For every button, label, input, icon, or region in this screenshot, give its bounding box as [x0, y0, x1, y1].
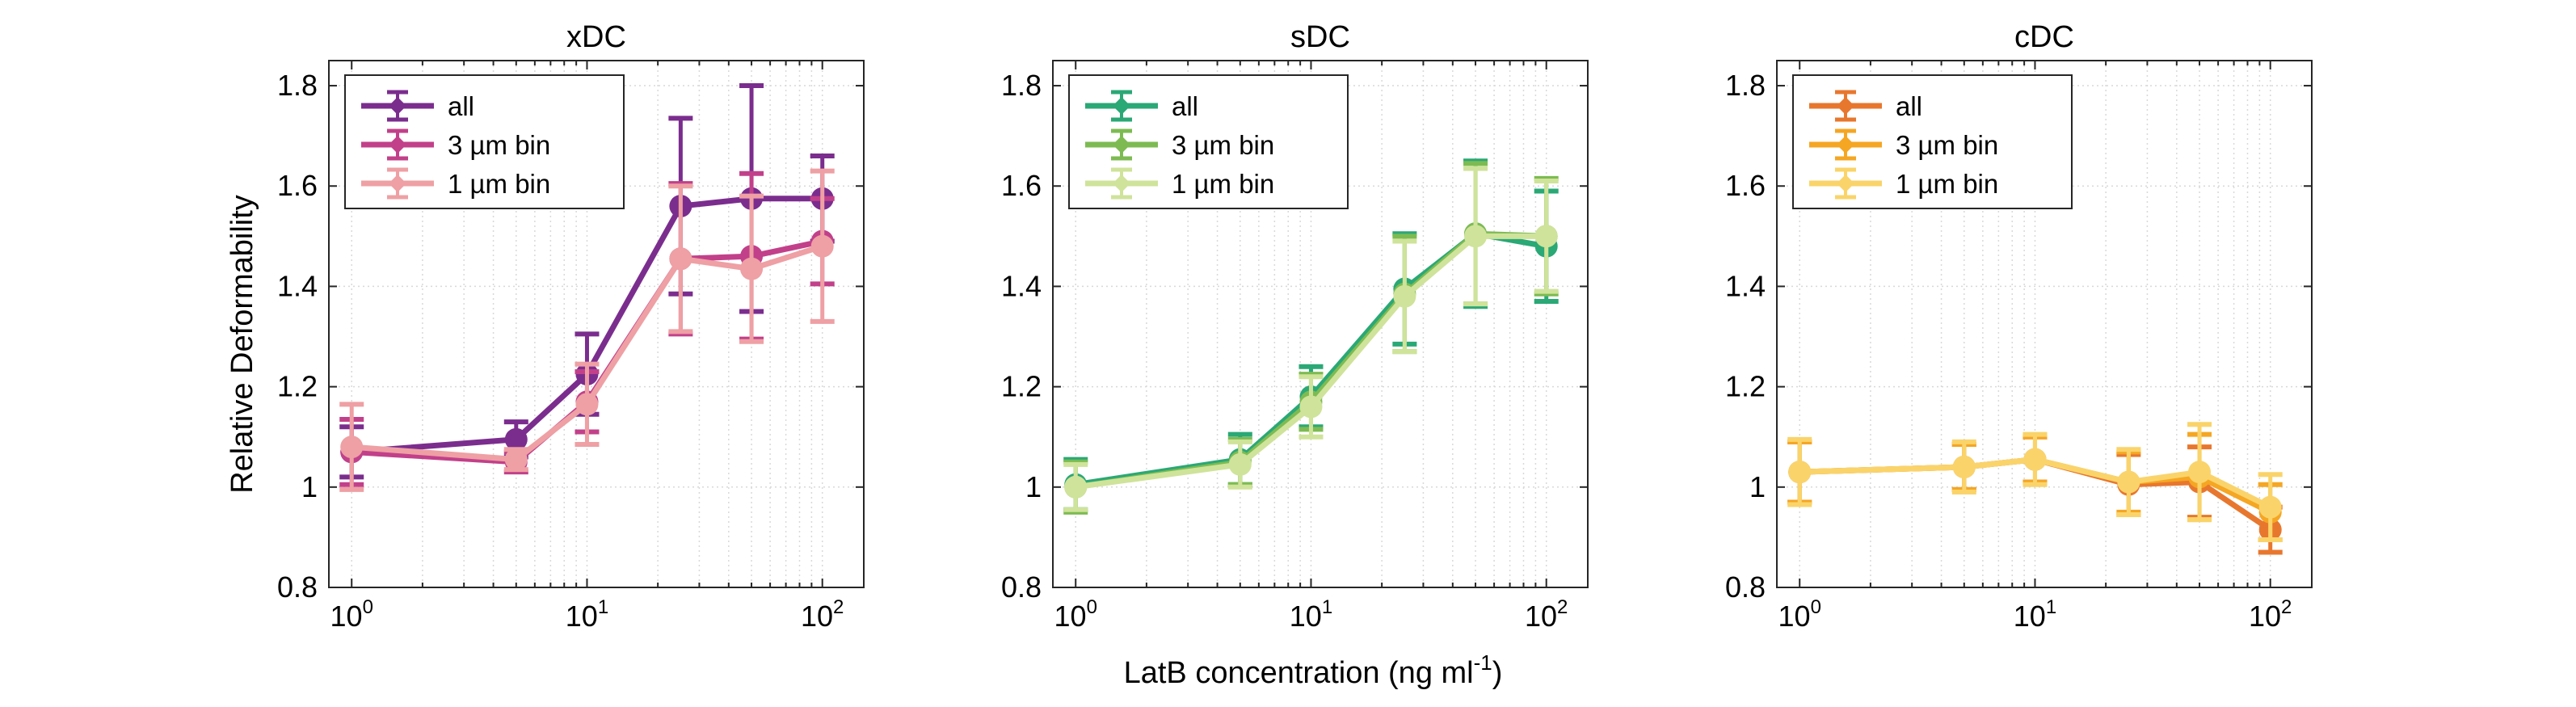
panel-sDC: sDC 0.8 1 1.2 1.4 1.6 1.8 100 101 102 all 3 µm bin 1…: [1001, 20, 1589, 633]
series-line: [1075, 233, 1547, 490]
legend-marker: [389, 136, 406, 154]
legend: all 3 µm bin 1 µm bin: [1068, 74, 1349, 209]
y-tick-label: 0.8: [277, 570, 318, 604]
data-point: [340, 436, 364, 459]
y-tick-label: 1.2: [277, 370, 318, 403]
x-tick-label: 100: [1778, 596, 1821, 633]
chart-title: xDC: [566, 20, 626, 54]
legend: all 3 µm bin 1 µm bin: [1792, 74, 2073, 209]
y-tick-label: 1.4: [1001, 269, 1042, 302]
x-tick-label: 102: [2249, 596, 2292, 633]
data-point: [1464, 225, 1488, 248]
y-tick-label: 1.8: [277, 69, 318, 102]
legend-marker: [1837, 175, 1854, 192]
panel-cDC: cDC 0.8 1 1.2 1.4 1.6 1.8 100 101 102 all 3 µm bin 1…: [1725, 20, 2313, 633]
legend-label: 3 µm bin: [448, 130, 550, 160]
data-point: [1064, 475, 1088, 499]
legend-label: all: [1896, 91, 1922, 121]
legend-marker: [1837, 97, 1854, 115]
y-tick-label: 0.8: [1725, 570, 1766, 604]
y-tick-label: 1.6: [1725, 169, 1766, 202]
y-tick-label: 1.4: [1725, 269, 1766, 302]
legend-marker: [1837, 136, 1854, 154]
x-tick-label: 101: [566, 596, 608, 633]
series-1-m-bin: [1063, 166, 1559, 512]
x-tick-label: 100: [330, 596, 373, 633]
y-tick-label: 1: [301, 470, 318, 503]
data-point: [810, 234, 834, 258]
y-tick-label: 1.2: [1725, 370, 1766, 403]
axes-frame: [1052, 60, 1589, 588]
data-point: [2023, 448, 2047, 471]
y-tick-label: 1.6: [1001, 169, 1042, 202]
data-point: [2258, 495, 2282, 519]
x-tick-label: 102: [1525, 596, 1568, 633]
legend-marker: [1113, 136, 1130, 154]
y-tick-label: 1.2: [1001, 370, 1042, 403]
legend-marker: [389, 175, 406, 192]
y-tick-label: 1.8: [1725, 69, 1766, 102]
legend-label: 3 µm bin: [1172, 130, 1274, 160]
legend-label: all: [448, 91, 474, 121]
legend-label: 1 µm bin: [448, 169, 550, 199]
series-1-m-bin: [1787, 422, 2283, 543]
data-point: [575, 393, 599, 416]
legend: all 3 µm bin 1 µm bin: [344, 74, 625, 209]
legend-marker: [389, 97, 406, 115]
panel-xDC: xDC 0.8 1 1.2 1.4 1.6 1.8 100 101 102 all 3 µm bin 1…: [277, 20, 865, 633]
chart-title: sDC: [1290, 20, 1350, 54]
y-tick-label: 1: [1025, 470, 1042, 503]
data-point: [1228, 452, 1252, 476]
data-point: [504, 427, 528, 451]
data-point: [1299, 395, 1323, 419]
series-line: [351, 196, 823, 455]
data-point: [2117, 470, 2140, 494]
legend-label: 1 µm bin: [1896, 169, 1998, 199]
y-tick-label: 1: [1749, 470, 1766, 503]
data-point: [669, 247, 692, 271]
series-1-m-bin: [339, 168, 835, 492]
legend-label: 3 µm bin: [1896, 130, 1998, 160]
x-tick-label: 101: [2014, 596, 2056, 633]
data-point: [1393, 284, 1416, 308]
series-line: [351, 243, 823, 463]
x-axis-label: LatB concentration (ng ml-1): [1124, 650, 1503, 690]
series-all: [1063, 158, 1559, 512]
x-tick-label: 102: [801, 596, 844, 633]
y-axis-label: Relative Deformability: [225, 195, 259, 494]
axes-frame: [328, 60, 865, 588]
axes-frame: [1776, 60, 2313, 588]
legend-label: all: [1172, 91, 1198, 121]
series-line: [1799, 457, 2272, 510]
x-tick-label: 101: [1290, 596, 1332, 633]
data-point: [1534, 225, 1558, 248]
data-point: [1788, 461, 1812, 484]
legend-label: 1 µm bin: [1172, 169, 1274, 199]
chart-title: cDC: [2014, 20, 2074, 54]
data-point: [1952, 455, 1976, 478]
y-tick-label: 1.6: [277, 169, 318, 202]
data-point: [740, 257, 764, 280]
y-tick-label: 1.8: [1001, 69, 1042, 102]
legend-marker: [1113, 97, 1130, 115]
data-point: [504, 448, 528, 471]
y-tick-label: 0.8: [1001, 570, 1042, 604]
legend-marker: [1113, 175, 1130, 192]
data-point: [2188, 461, 2212, 484]
x-tick-label: 100: [1054, 596, 1097, 633]
y-tick-label: 1.4: [277, 269, 318, 302]
